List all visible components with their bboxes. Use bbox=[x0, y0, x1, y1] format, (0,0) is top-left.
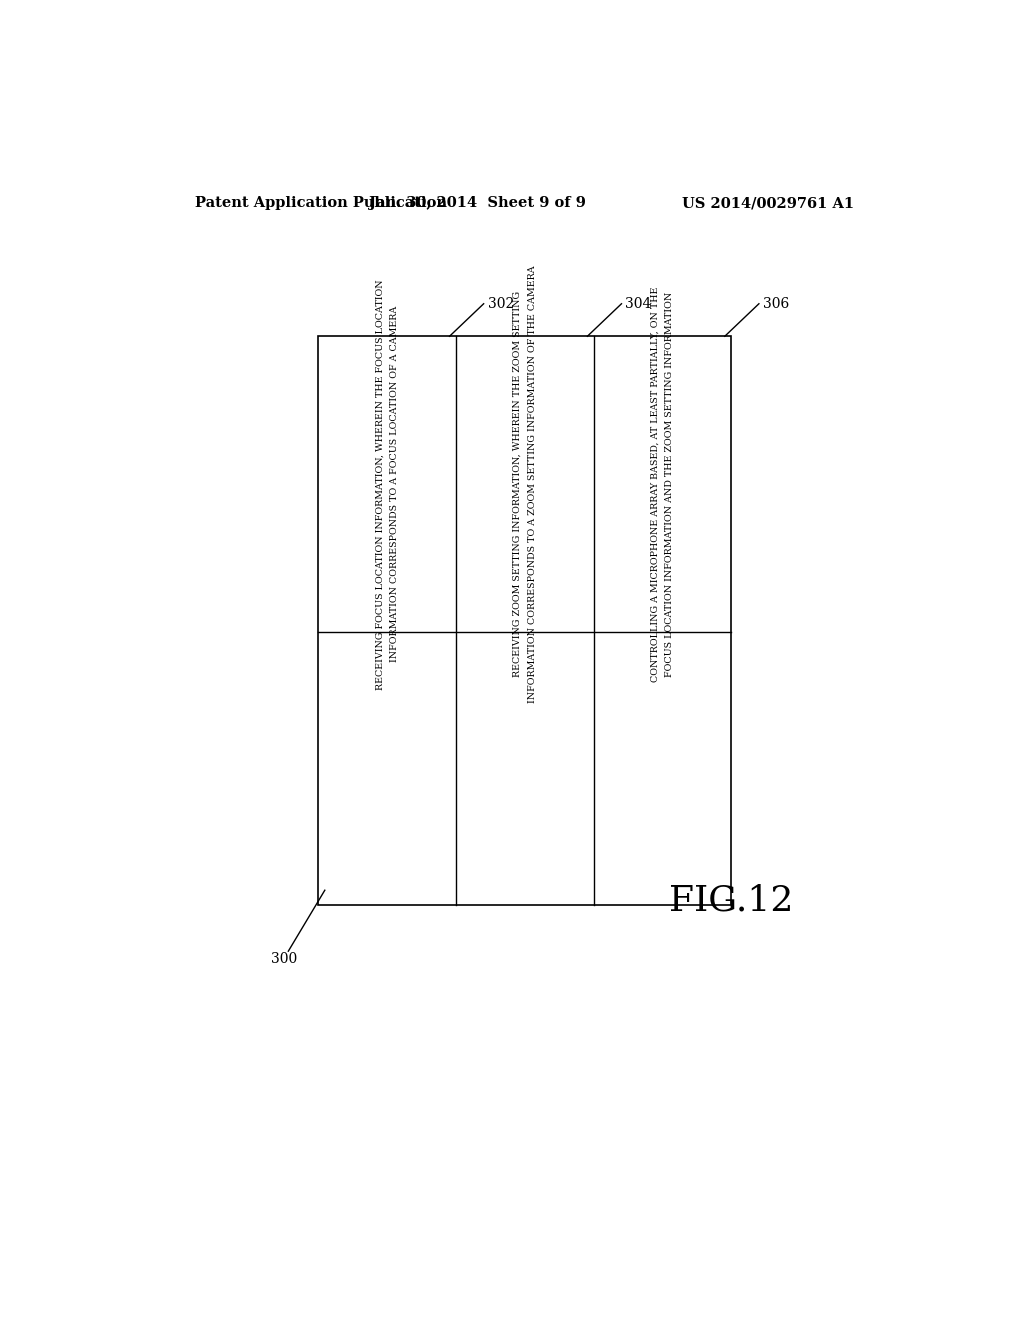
Text: US 2014/0029761 A1: US 2014/0029761 A1 bbox=[682, 197, 854, 210]
Text: Jan. 30, 2014  Sheet 9 of 9: Jan. 30, 2014 Sheet 9 of 9 bbox=[369, 197, 586, 210]
Text: RECEIVING FOCUS LOCATION INFORMATION, WHEREIN THE FOCUS LOCATION
INFORMATION COR: RECEIVING FOCUS LOCATION INFORMATION, WH… bbox=[376, 279, 399, 689]
Text: 304: 304 bbox=[626, 297, 652, 310]
Text: 306: 306 bbox=[763, 297, 790, 310]
Text: RECEIVING ZOOM SETTING INFORMATION, WHEREIN THE ZOOM SETTING
INFORMATION CORRESP: RECEIVING ZOOM SETTING INFORMATION, WHER… bbox=[513, 265, 537, 704]
Text: CONTROLLING A MICROPHONE ARRAY BASED, AT LEAST PARTIALLY, ON THE
FOCUS LOCATION : CONTROLLING A MICROPHONE ARRAY BASED, AT… bbox=[650, 286, 674, 682]
Text: 300: 300 bbox=[271, 952, 297, 966]
Bar bbox=[318, 337, 731, 906]
Text: FIG.12: FIG.12 bbox=[669, 883, 794, 917]
Text: 302: 302 bbox=[487, 297, 514, 310]
Text: Patent Application Publication: Patent Application Publication bbox=[196, 197, 447, 210]
